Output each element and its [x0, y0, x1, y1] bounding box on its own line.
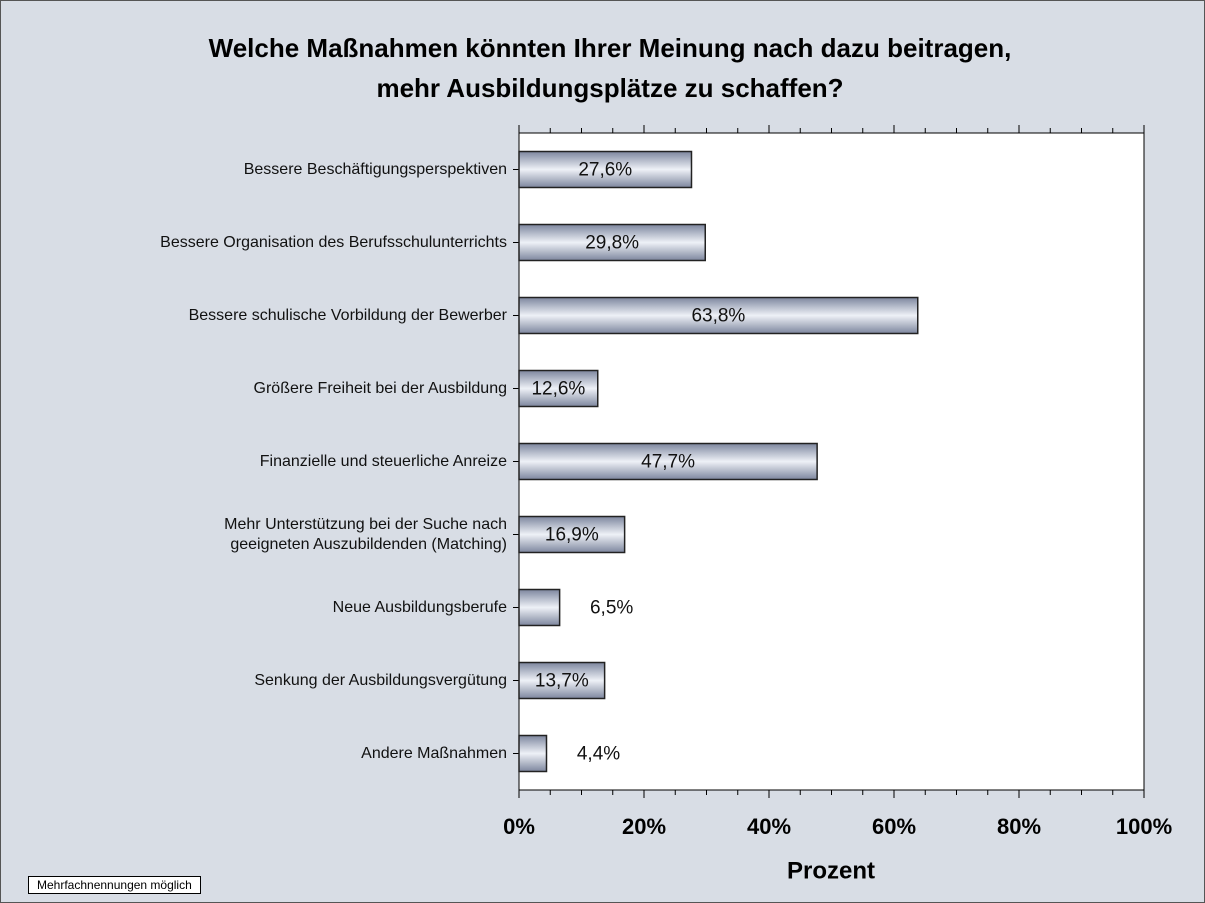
value-label: 16,9%	[545, 525, 599, 546]
value-label: 4,4%	[577, 744, 620, 765]
value-label: 13,7%	[535, 671, 589, 692]
x-axis-title: Prozent	[787, 857, 875, 884]
bar	[518, 515, 626, 554]
bar	[518, 150, 693, 189]
y-tick-label: Andere Maßnahmen	[361, 744, 507, 762]
y-tick-label: Bessere Beschäftigungsperspektiven	[243, 160, 507, 178]
y-tick-label: Bessere Organisation des Berufsschulunte…	[160, 233, 507, 251]
value-label: 27,6%	[578, 160, 632, 181]
bar	[518, 223, 706, 262]
bar	[518, 442, 818, 481]
bar	[518, 369, 599, 408]
bar	[518, 734, 548, 773]
x-tick-label: 0%	[503, 814, 535, 839]
x-tick-label: 60%	[872, 814, 916, 839]
value-label: 6,5%	[590, 598, 633, 619]
y-tick-label: Mehr Unterstützung bei der Suche nach ge…	[224, 515, 507, 553]
bar	[518, 296, 919, 335]
y-tick-label: Bessere schulische Vorbildung der Bewerb…	[188, 306, 507, 324]
chart-title-line: Welche Maßnahmen könnten Ihrer Meinung n…	[209, 33, 1012, 63]
value-label: 29,8%	[585, 233, 639, 254]
footnote: Mehrfachnennungen möglich	[28, 876, 201, 894]
value-label: 63,8%	[691, 306, 745, 327]
value-label: 47,7%	[641, 452, 695, 473]
x-tick-label: 40%	[747, 814, 791, 839]
bar	[518, 588, 561, 627]
x-tick-label: 80%	[997, 814, 1041, 839]
bar	[518, 661, 606, 700]
chart-title-line: mehr Ausbildungsplätze zu schaffen?	[376, 73, 843, 103]
x-tick-label: 100%	[1116, 814, 1172, 839]
x-tick-label: 20%	[622, 814, 666, 839]
y-tick-label: Senkung der Ausbildungsvergütung	[254, 671, 507, 689]
value-label: 12,6%	[531, 379, 585, 400]
y-tick-label: Finanzielle und steuerliche Anreize	[259, 452, 507, 470]
y-tick-label: Größere Freiheit bei der Ausbildung	[253, 379, 507, 397]
y-tick-label: Neue Ausbildungsberufe	[332, 598, 507, 616]
